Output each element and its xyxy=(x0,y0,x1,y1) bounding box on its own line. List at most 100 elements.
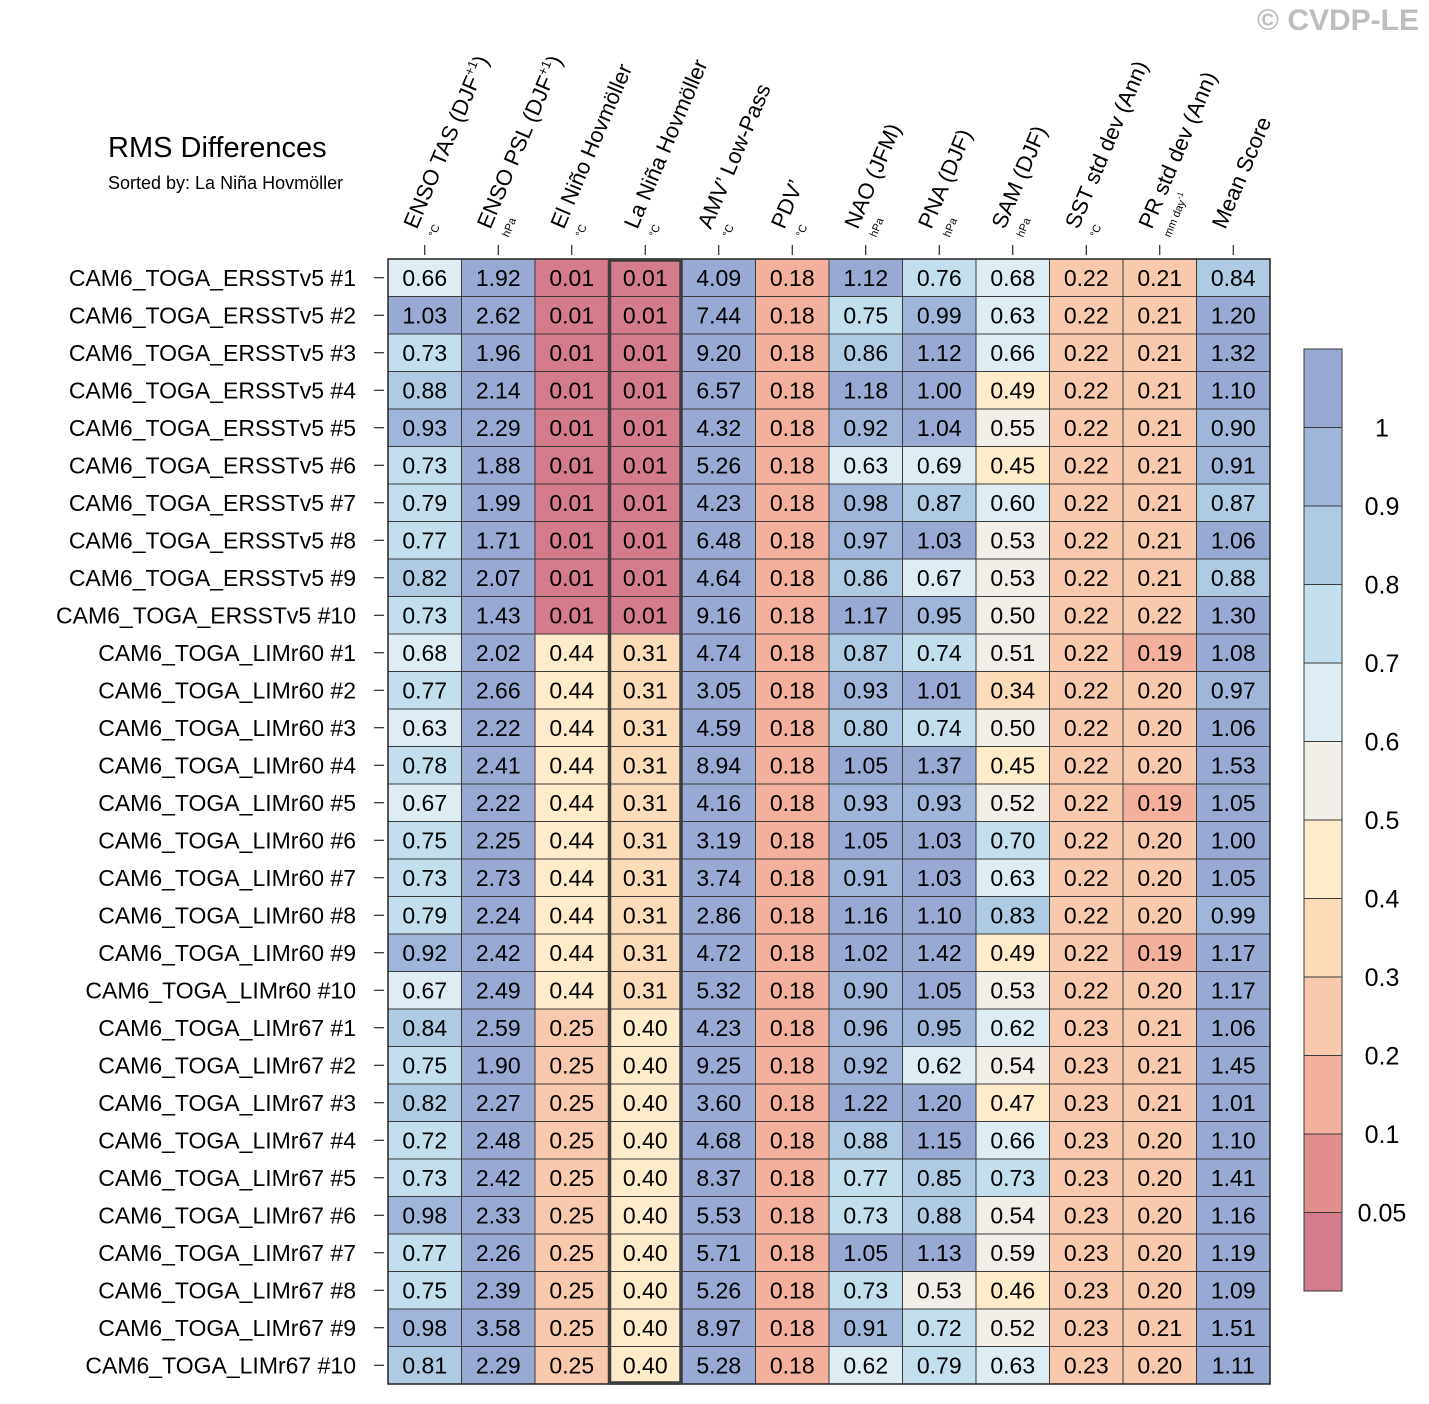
heatmap-cell xyxy=(828,258,903,297)
colorbar-tick-label: 0.3 xyxy=(1365,964,1400,992)
cell-value: 0.23 xyxy=(1064,1315,1109,1341)
heatmap-cell xyxy=(461,1196,536,1235)
cell-value: 0.82 xyxy=(402,1090,447,1116)
cell-value: 0.52 xyxy=(990,790,1035,816)
heatmap-cell xyxy=(902,371,977,410)
heatmap-cell xyxy=(1049,896,1124,935)
cell-value: 1.05 xyxy=(1211,865,1256,891)
heatmap-cell xyxy=(387,446,462,485)
cell-value: 0.01 xyxy=(549,415,594,441)
cell-value: 0.87 xyxy=(917,490,962,516)
cell-value: 0.01 xyxy=(549,302,594,328)
heatmap-cell xyxy=(975,1308,1050,1347)
cell-value: 0.18 xyxy=(770,865,815,891)
cell-value: 0.20 xyxy=(1137,752,1182,778)
cell-value: 0.18 xyxy=(770,1090,815,1116)
cell-value: 0.20 xyxy=(1137,1202,1182,1228)
cell-value: 0.85 xyxy=(917,1165,962,1191)
heatmap-cell xyxy=(608,1308,683,1347)
cell-value: 0.01 xyxy=(549,527,594,553)
heatmap-cell xyxy=(1122,408,1197,447)
cell-value: 0.75 xyxy=(402,1052,447,1078)
cell-value: 0.01 xyxy=(623,490,668,516)
cell-value: 0.18 xyxy=(770,677,815,703)
colorbar-segment xyxy=(1303,898,1343,978)
cell-value: 0.63 xyxy=(843,452,888,478)
heatmap-cell xyxy=(902,446,977,485)
row-label: CAM6_TOGA_ERSSTv5 #9 xyxy=(69,565,356,591)
cell-value: 0.73 xyxy=(402,865,447,891)
cell-value: 0.75 xyxy=(843,302,888,328)
heatmap-cell xyxy=(608,971,683,1010)
cell-value: 0.93 xyxy=(402,415,447,441)
column-unit: °C xyxy=(794,223,810,239)
row-label: CAM6_TOGA_ERSSTv5 #7 xyxy=(69,490,356,516)
cell-value: 0.18 xyxy=(770,415,815,441)
row-label: CAM6_TOGA_LIMr67 #3 xyxy=(98,1090,356,1116)
cell-value: 0.79 xyxy=(402,490,447,516)
heatmap-cell xyxy=(1196,896,1271,935)
cell-value: 0.63 xyxy=(990,302,1035,328)
cell-value: 0.73 xyxy=(402,602,447,628)
heatmap-cell xyxy=(828,746,903,785)
column-header: NAO (JFM)hPa xyxy=(839,120,905,239)
heatmap-cell xyxy=(534,1121,609,1160)
cell-value: 0.44 xyxy=(549,902,594,928)
cell-value: 0.88 xyxy=(917,1202,962,1228)
cell-value: 0.40 xyxy=(623,1090,668,1116)
heatmap-cell xyxy=(755,671,830,710)
cell-value: 0.18 xyxy=(770,752,815,778)
cell-value: 0.90 xyxy=(843,977,888,1003)
heatmap-cell xyxy=(534,1233,609,1272)
cell-value: 0.21 xyxy=(1137,1090,1182,1116)
cell-value: 0.53 xyxy=(990,977,1035,1003)
cell-value: 0.20 xyxy=(1137,1277,1182,1303)
cell-value: 0.31 xyxy=(623,790,668,816)
cell-value: 0.91 xyxy=(843,865,888,891)
cell-value: 0.21 xyxy=(1137,490,1182,516)
heatmap-cell xyxy=(1122,1271,1197,1310)
cell-value: 1.11 xyxy=(1212,1352,1255,1378)
cell-value: 1.22 xyxy=(843,1090,888,1116)
row-label: CAM6_TOGA_ERSSTv5 #5 xyxy=(69,415,356,441)
cell-value: 1.10 xyxy=(1211,1127,1256,1153)
cell-value: 0.22 xyxy=(1064,640,1109,666)
cell-value: 2.22 xyxy=(476,790,521,816)
cell-value: 5.26 xyxy=(696,1277,741,1303)
cell-value: 0.93 xyxy=(843,790,888,816)
cell-value: 4.64 xyxy=(696,565,741,591)
row-label: CAM6_TOGA_LIMr60 #9 xyxy=(98,940,356,966)
cell-value: 0.22 xyxy=(1064,302,1109,328)
heatmap-cell xyxy=(608,1008,683,1047)
cell-value: 0.22 xyxy=(1064,715,1109,741)
cell-value: 0.79 xyxy=(917,1352,962,1378)
svg-text:AMV’ Low-Pass: AMV’ Low-Pass xyxy=(692,80,775,232)
cell-value: 0.01 xyxy=(623,415,668,441)
cell-value: 0.01 xyxy=(549,377,594,403)
heatmap-cell xyxy=(1122,633,1197,672)
cell-value: 0.77 xyxy=(843,1165,888,1191)
row-label: CAM6_TOGA_LIMr67 #7 xyxy=(98,1240,356,1266)
heatmap-cell xyxy=(534,896,609,935)
cell-value: 1.00 xyxy=(917,377,962,403)
row-label: CAM6_TOGA_LIMr60 #3 xyxy=(98,715,356,741)
heatmap-cell xyxy=(828,1346,903,1385)
cell-value: 0.31 xyxy=(623,827,668,853)
cell-value: 8.97 xyxy=(696,1315,741,1341)
heatmap-cell xyxy=(1049,671,1124,710)
heatmap-cell xyxy=(681,296,756,335)
svg-text:PNA (DJF): PNA (DJF) xyxy=(913,125,977,232)
row-label: CAM6_TOGA_LIMr67 #2 xyxy=(98,1052,356,1078)
cell-value: 0.18 xyxy=(770,977,815,1003)
cell-value: 1.05 xyxy=(917,977,962,1003)
heatmap-cell xyxy=(975,1271,1050,1310)
heatmap-cell xyxy=(387,783,462,822)
cell-value: 0.31 xyxy=(623,977,668,1003)
cell-value: 0.01 xyxy=(623,377,668,403)
heatmap-cell xyxy=(387,671,462,710)
cell-value: 0.25 xyxy=(549,1015,594,1041)
heatmap-cell xyxy=(975,596,1050,635)
heatmap-cell xyxy=(902,821,977,860)
cell-value: 0.21 xyxy=(1137,340,1182,366)
